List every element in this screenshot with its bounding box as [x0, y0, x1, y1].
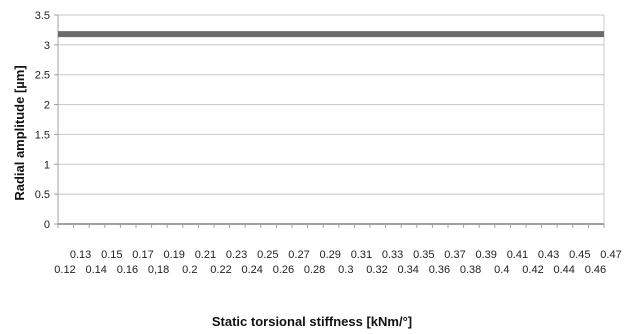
x-tick-label: 0.17 — [132, 249, 153, 261]
x-tick-label: 0.25 — [257, 249, 278, 261]
y-axis-title: Radial amplitude [µm] — [12, 65, 27, 200]
x-tick-label: 0.15 — [101, 249, 122, 261]
x-tick-label: 0.46 — [585, 264, 606, 276]
x-tick-label: 0.33 — [382, 249, 403, 261]
x-tick-label: 0.44 — [553, 264, 574, 276]
x-tick-label: 0.12 — [54, 264, 75, 276]
x-tick-label: 0.26 — [273, 264, 294, 276]
x-tick-label: 0.13 — [70, 249, 91, 261]
x-tick-label: 0.37 — [444, 249, 465, 261]
x-tick-label: 0.19 — [163, 249, 184, 261]
y-tick-label: 3.5 — [35, 10, 50, 22]
gridlines — [58, 14, 604, 195]
axes — [54, 14, 605, 228]
x-tick-label: 0.31 — [351, 249, 372, 261]
x-tick-label: 0.16 — [117, 264, 138, 276]
x-tick-label: 0.45 — [569, 249, 590, 261]
x-tick-label: 0.47 — [600, 249, 621, 261]
x-tick-label: 0.41 — [507, 249, 528, 261]
x-tick-label: 0,18 — [148, 264, 169, 276]
y-tick-label: 2.5 — [35, 70, 50, 82]
y-tick-label: 3 — [44, 40, 50, 52]
x-tick-label: 0.24 — [241, 264, 262, 276]
x-tick-label: 0.35 — [413, 249, 434, 261]
y-tick-labels: 0 0.5 1 1.5 2 2.5 3 3.5 — [35, 10, 50, 231]
x-tick-label: 0.43 — [538, 249, 559, 261]
x-tick-label: 0.14 — [85, 264, 106, 276]
x-tick-label: 0.4 — [494, 264, 509, 276]
y-tick-label: 2 — [44, 100, 50, 112]
x-tick-label: 0.21 — [195, 249, 216, 261]
x-tick-label: 0.42 — [522, 264, 543, 276]
x-tick-label: 0.36 — [429, 264, 450, 276]
x-tick-label: 0.27 — [288, 249, 309, 261]
x-tick-labels: 0.12 0.13 0.14 0.15 0.16 0.17 0,18 0.19 0.2 0.21 0… — [54, 249, 621, 276]
y-tick-label: 1 — [44, 159, 50, 171]
x-tick-label: 0.22 — [210, 264, 231, 276]
x-tick-label: 0.34 — [397, 264, 418, 276]
x-tick-label: 0.29 — [319, 249, 340, 261]
y-tick-label: 0.5 — [35, 189, 50, 201]
x-tick-label: 0.23 — [226, 249, 247, 261]
x-axis-title: Static torsional stiffness [kNm/°] — [212, 314, 412, 329]
x-tick-label: 0.28 — [304, 264, 325, 276]
x-tick-label: 0.39 — [475, 249, 496, 261]
x-tick-label: 0.32 — [366, 264, 387, 276]
y-tick-label: 0 — [44, 219, 50, 231]
x-tick-label: 0.38 — [460, 264, 481, 276]
x-tick-label: 0.2 — [182, 264, 197, 276]
y-tick-label: 1.5 — [35, 129, 50, 141]
x-tick-label: 0.3 — [338, 264, 353, 276]
